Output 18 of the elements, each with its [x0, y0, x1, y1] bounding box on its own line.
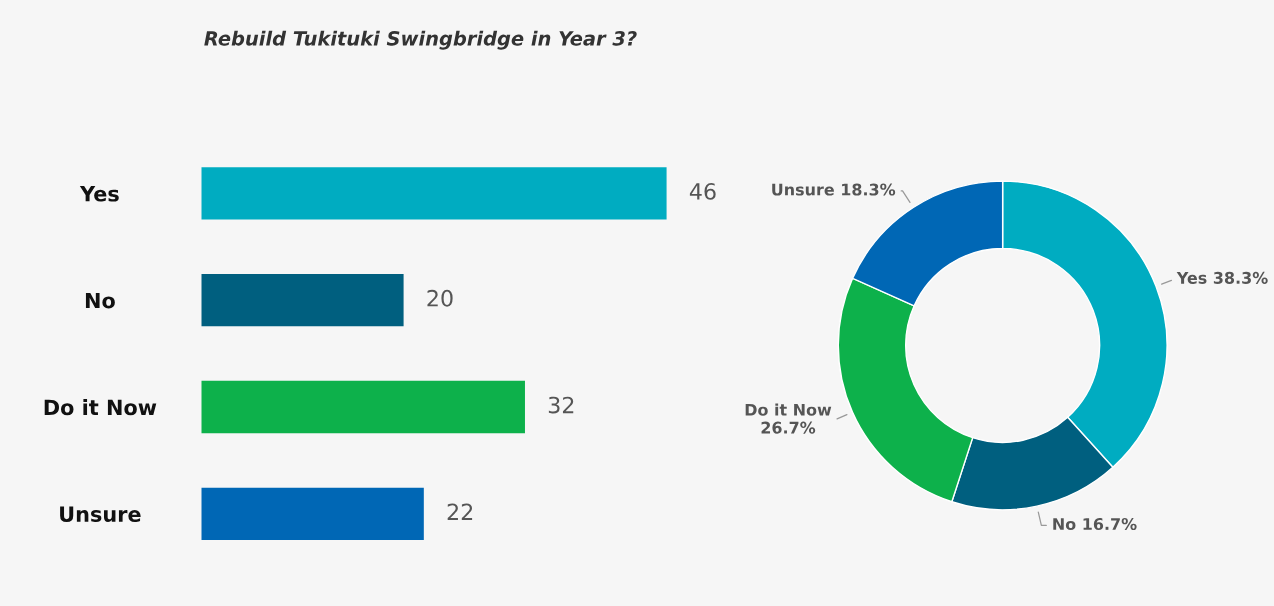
- bar: [201, 274, 404, 327]
- slice-label: No 16.7%: [1053, 517, 1137, 531]
- data-label: 26.7%: [761, 421, 816, 434]
- bar: [201, 167, 667, 220]
- y-tick-label: No: [85, 292, 115, 309]
- bar: [201, 487, 424, 540]
- data-label: 20: [427, 289, 453, 307]
- y-tick-label: Unsure: [60, 506, 141, 523]
- data-label: 22: [447, 503, 473, 520]
- slice-label: Do it Now: [745, 403, 832, 416]
- slice-label: Unsure 18.3%: [772, 183, 896, 196]
- bar: [201, 380, 525, 434]
- data-label: 32: [548, 396, 574, 414]
- y-tick-label: Yes: [79, 186, 119, 202]
- data-label: 46: [689, 183, 716, 200]
- chart-title: Rebuild Tukituki Swingbridge in Year 3?: [204, 30, 637, 50]
- y-tick-label: Do it Now: [44, 399, 157, 416]
- slice-label: Yes 38.3%: [1176, 271, 1268, 284]
